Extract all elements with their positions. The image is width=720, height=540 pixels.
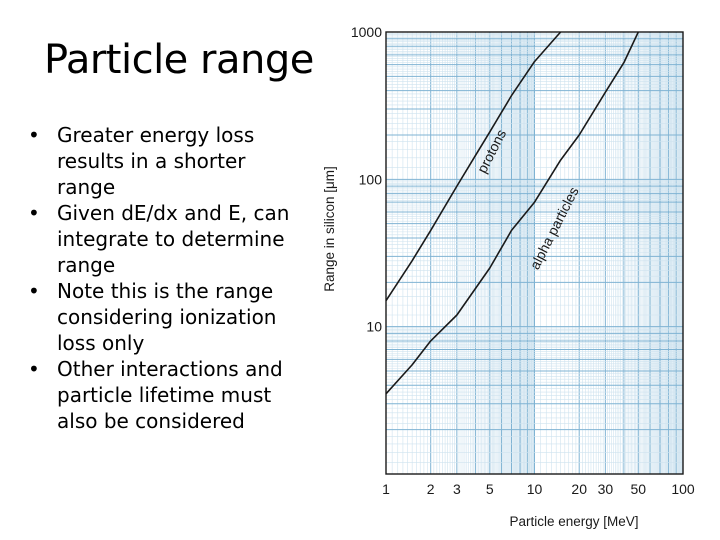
y-axis-label: Range in silicon [μm] [322, 166, 337, 292]
bullet-item: Other interactions and particle lifetime… [28, 356, 298, 434]
x-tick-label: 100 [671, 481, 695, 497]
series-line-alpha-particles [385, 31, 640, 395]
x-tick-label: 3 [453, 481, 461, 497]
x-axis-label: Particle energy [MeV] [509, 514, 638, 529]
x-tick-label: 10 [527, 481, 543, 497]
bullet-item: Given dE/dx and E, can integrate to dete… [28, 200, 298, 278]
x-tick-label: 50 [631, 481, 647, 497]
plot-frame [385, 31, 684, 475]
x-tick-label: 1 [382, 481, 390, 497]
y-tick-label: 1000 [351, 24, 382, 40]
bullet-item: Note this is the range considering ioniz… [28, 278, 298, 356]
x-tick-label: 30 [598, 481, 614, 497]
y-tick-label: 100 [359, 171, 383, 187]
series-line-protons [385, 31, 562, 302]
y-tick-label: 10 [366, 319, 382, 335]
x-tick-label: 5 [486, 481, 494, 497]
bullet-list: Greater energy loss results in a shorter… [28, 122, 298, 434]
x-tick-label: 2 [427, 481, 435, 497]
slide-title: Particle range [44, 37, 314, 83]
x-tick-label: 20 [571, 481, 587, 497]
bullet-item: Greater energy loss results in a shorter… [28, 122, 298, 200]
